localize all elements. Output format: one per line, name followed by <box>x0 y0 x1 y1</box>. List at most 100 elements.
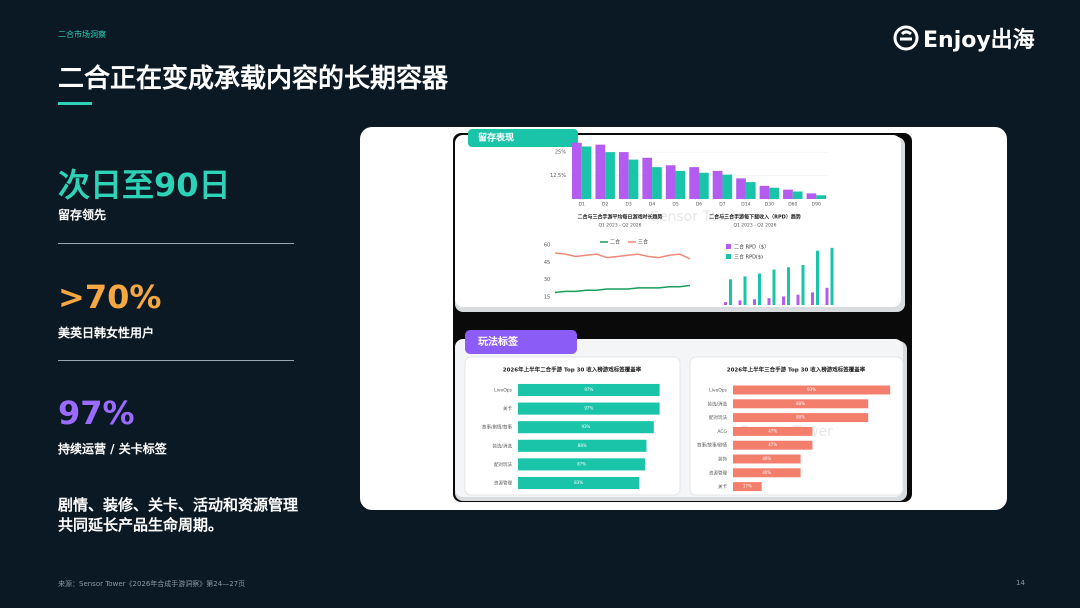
value-label: 83% <box>574 480 583 485</box>
x-tick-label: D1 <box>579 202 585 208</box>
tab <box>468 129 578 147</box>
bar <box>806 193 817 199</box>
category-label: 叙事/故事/剧情 <box>697 442 728 449</box>
x-tick-label: D5 <box>672 202 678 208</box>
legend-swatch <box>726 254 731 259</box>
logo-mark <box>893 25 919 51</box>
logo-text: Enjoy出海 <box>923 28 1035 53</box>
chart-title: 二合与三合手游每下载收入（RPD）趋势 <box>709 214 801 221</box>
bar <box>816 195 826 199</box>
bar <box>733 385 891 395</box>
summary-line: 共同延长产品生命周期。 <box>58 516 224 534</box>
bar <box>769 187 780 199</box>
category-label: 资源管理 <box>709 469 727 476</box>
bar <box>652 167 662 199</box>
bar <box>758 273 761 305</box>
stat-value: >70% <box>58 278 162 316</box>
x-tick-label: D60 <box>788 202 797 208</box>
chart-title: 2026年上半年三合手游 Top 30 收入榜游戏标签覆盖率 <box>727 366 866 374</box>
watermark: Sensor Tower <box>650 209 743 225</box>
bar <box>518 458 646 471</box>
category-label: LiveOps <box>709 388 728 394</box>
bar <box>745 182 756 199</box>
category-label: 装选/消选 <box>707 400 727 407</box>
category-label: 装选/消选 <box>492 442 512 449</box>
value-label: 93% <box>581 424 590 429</box>
x-tick-label: D30 <box>765 202 774 208</box>
bar <box>724 302 727 305</box>
stat-label: 美英日韩女性用户 <box>58 326 155 340</box>
bar <box>796 294 800 305</box>
bar <box>787 267 790 305</box>
chart-title: 二合与三合手游平均每日游戏时长趋势 <box>577 214 662 221</box>
bar <box>572 142 582 199</box>
bar <box>772 269 776 305</box>
bar <box>722 174 733 199</box>
line <box>554 284 691 294</box>
category-label: 关卡 <box>718 483 727 490</box>
bar <box>738 300 742 305</box>
bar <box>733 468 801 478</box>
category-label: ACG <box>717 429 727 435</box>
bar <box>618 152 629 199</box>
legend-label: 二合 <box>610 239 620 246</box>
value-label: 47% <box>768 442 777 447</box>
bar <box>830 247 834 305</box>
value-label: 40% <box>762 470 771 475</box>
bar <box>518 421 654 434</box>
bar <box>733 454 801 464</box>
x-tick-label: D2 <box>602 202 608 208</box>
x-tick-label: D7 <box>719 202 725 208</box>
line <box>554 252 691 260</box>
tab <box>465 330 577 354</box>
category-label: 关卡 <box>503 405 512 412</box>
tab-label: 留存表现 <box>478 132 514 144</box>
stat-value: 次日至90日 <box>58 166 231 204</box>
value-label: 97% <box>584 387 593 392</box>
bar <box>801 265 805 305</box>
bar <box>518 402 660 415</box>
value-label: 93% <box>807 387 816 392</box>
y-tick-label: 25% <box>555 150 566 156</box>
value-label: 80% <box>796 415 805 420</box>
legend-label: 三合 RPD($) <box>734 254 763 261</box>
chart-subtitle: Q1 2023 - Q2 2026 <box>598 223 641 229</box>
bar <box>581 146 592 199</box>
y-tick-label: 12.5% <box>550 173 566 179</box>
title-underline <box>58 102 92 105</box>
bar <box>628 159 639 199</box>
bar <box>689 167 699 199</box>
x-tick-label: D90 <box>812 202 821 208</box>
legend-swatch <box>726 244 731 249</box>
bar <box>816 250 819 305</box>
slide-title: 二合正在变成承载内容的长期容器 <box>58 64 449 94</box>
y-tick-label: 45 <box>544 260 550 266</box>
bar <box>733 413 869 423</box>
stat-label: 持续运营 / 关卡标签 <box>58 442 167 456</box>
category-label: LiveOps <box>494 388 513 394</box>
bar <box>783 189 793 199</box>
bar <box>595 144 606 199</box>
x-tick-label: D3 <box>625 202 631 208</box>
tab-label: 玩法标签 <box>478 335 519 348</box>
category-label: 资源管理 <box>494 480 512 487</box>
bar <box>733 426 813 436</box>
value-label: 97% <box>584 406 593 411</box>
category-label: 配对玩法 <box>709 414 727 421</box>
bar <box>811 292 814 305</box>
x-tick-label: D6 <box>696 202 702 208</box>
y-tick-label: 60 <box>544 242 550 248</box>
category-label: 装饰 <box>718 456 727 463</box>
divider <box>58 243 294 244</box>
bar <box>743 276 747 305</box>
x-tick-label: D14 <box>741 202 750 208</box>
page-number: 14 <box>1016 579 1025 587</box>
bar <box>782 296 785 305</box>
y-tick-label: 15 <box>544 295 550 301</box>
summary-line: 剧情、装修、关卡、活动和资源管理 <box>58 496 299 514</box>
bar <box>736 178 746 199</box>
bar <box>733 440 813 450</box>
bar <box>729 279 732 305</box>
bar <box>518 476 640 490</box>
